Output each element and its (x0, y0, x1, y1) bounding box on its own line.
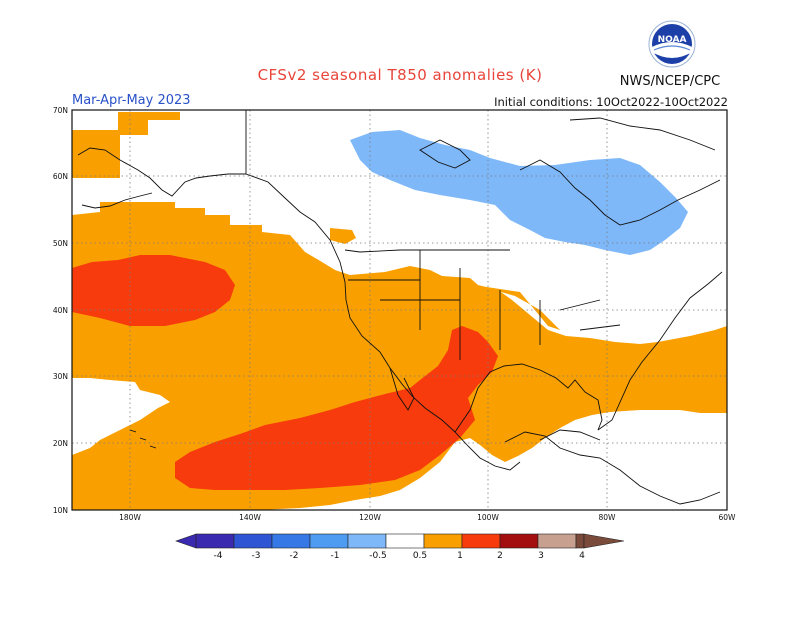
lon-labels: 180W 140W 120W 100W 80W 60W (119, 513, 736, 522)
colorbar-label: 4 (579, 551, 585, 561)
lat-label: 60N (53, 172, 68, 181)
colorbar-label: -2 (290, 551, 299, 561)
colorbar-labels: -4 -3 -2 -1 -0.5 0.5 1 2 3 4 (214, 551, 586, 561)
lat-label: 50N (53, 239, 68, 248)
initial-conditions: Initial conditions: 10Oct2022-10Oct2022 (494, 95, 728, 109)
warm-anomaly-region (72, 112, 727, 510)
colorbar (175, 533, 625, 549)
agency-label: NWS/NCEP/CPC (619, 74, 721, 89)
lon-label: 180W (119, 513, 141, 522)
colorbar-label: 0.5 (413, 551, 427, 561)
colorbar-label: 3 (538, 551, 544, 561)
lon-label: 80W (599, 513, 617, 522)
lat-label: 20N (53, 439, 68, 448)
colorbar-label: -4 (214, 551, 223, 561)
lat-label: 30N (53, 372, 68, 381)
map-title: CFSv2 seasonal T850 anomalies (K) (257, 66, 543, 84)
lon-label: 100W (477, 513, 499, 522)
lat-labels: 70N 60N 50N 40N 30N 20N 10N (53, 106, 68, 515)
lat-label: 70N (53, 106, 68, 115)
colorbar-label: -0.5 (369, 551, 387, 561)
colorbar-label: -3 (252, 551, 261, 561)
lon-label: 140W (239, 513, 261, 522)
colorbar-label: 2 (497, 551, 503, 561)
lat-label: 40N (53, 306, 68, 315)
coastlines (77, 110, 723, 505)
colorbar-label: -1 (331, 551, 340, 561)
svg-text:NOAA: NOAA (658, 35, 687, 45)
lon-label: 60W (719, 513, 737, 522)
graticule (72, 110, 727, 510)
lon-label: 120W (359, 513, 381, 522)
noaa-logo-icon: NOAA (648, 20, 696, 68)
forecast-period: Mar-Apr-May 2023 (72, 93, 191, 108)
colorbar-label: 1 (457, 551, 463, 561)
cold-anomaly-region (350, 130, 688, 255)
lat-label: 10N (53, 506, 68, 515)
